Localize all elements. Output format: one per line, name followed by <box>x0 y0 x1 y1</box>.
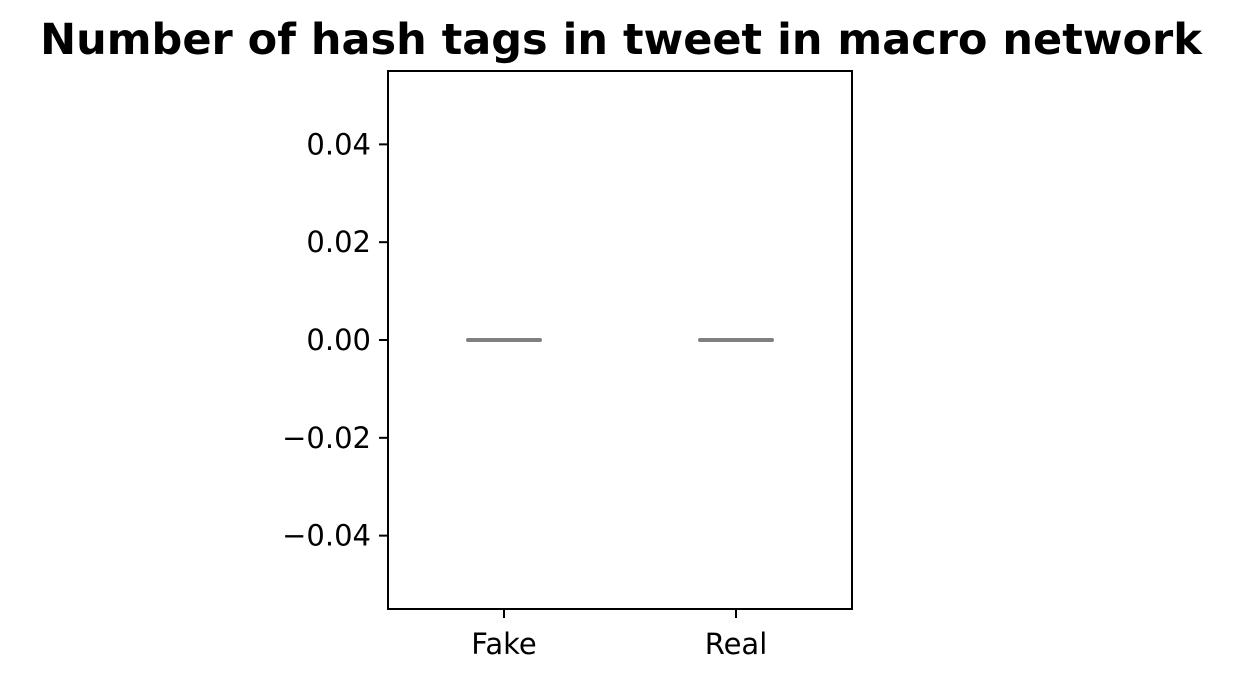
y-tick-label: −0.02 <box>282 421 371 455</box>
x-axis: Fake Real <box>471 609 767 661</box>
y-tick-label: 0.00 <box>306 323 371 357</box>
x-tick-label: Real <box>705 627 768 661</box>
chart-title: Number of hash tags in tweet in macro ne… <box>40 15 1203 65</box>
y-axis: −0.04 −0.02 0.00 0.02 0.04 <box>282 127 388 553</box>
plot-frame <box>387 70 853 610</box>
y-tick-label: 0.04 <box>306 127 371 161</box>
y-tick-label: −0.04 <box>282 519 371 553</box>
x-tick-label: Fake <box>471 627 536 661</box>
y-tick-label: 0.02 <box>306 225 371 259</box>
